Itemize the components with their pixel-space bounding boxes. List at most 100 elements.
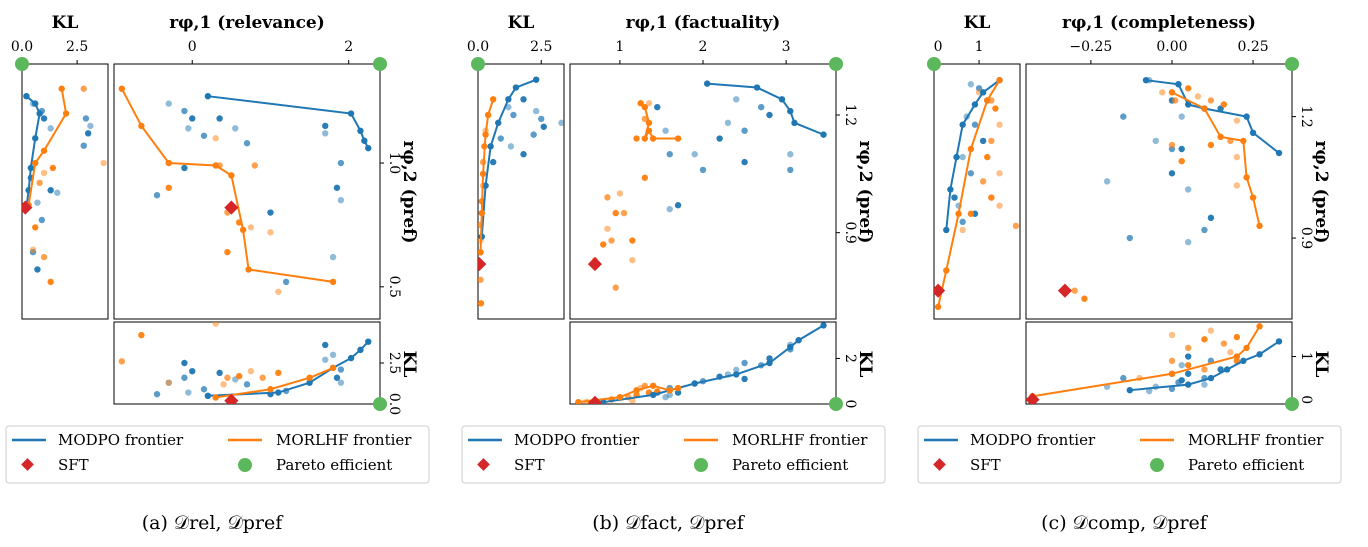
legend-modpo-label: MODPO frontier [58,431,184,449]
modpo-frontier-line-point [1126,386,1134,394]
modpo-point [189,115,196,122]
sft-marker [587,257,603,272]
modpo-point [674,389,682,396]
bottom-y-tick-label: 1 [1298,352,1314,361]
modpo-frontier-line-point [691,380,698,387]
modpo-frontier-line-point [753,84,761,91]
modpo-point [1207,214,1215,222]
morlhf-frontier-line-point [943,267,950,274]
legend-pareto-swatch [1150,458,1164,472]
modpo-point [216,115,223,122]
morlhf-point [1207,327,1215,334]
morlhf-frontier-line-point [934,303,942,311]
modpo-point [82,115,90,122]
morlhf-point [49,164,57,172]
main-y-tick-label: 0.9 [842,222,858,244]
modpo-point [766,355,773,362]
morlhf-point [138,331,145,339]
modpo-frontier-line-point [495,119,502,127]
frame-main [1025,63,1293,320]
modpo-point [532,107,540,115]
modpo-point [691,151,698,158]
morlhf-frontier-line-point [645,127,653,134]
legend-pareto-swatch [238,458,252,472]
modpo-point [507,143,515,150]
morlhf-frontier-line [937,79,1001,308]
modpo-point [662,127,669,134]
morlhf-point [600,241,607,248]
morlhf-point [275,288,282,295]
morlhf-point [224,374,231,381]
legend-pareto-label: Pareto efficient [276,456,392,474]
morlhf-point [984,153,991,161]
pareto-marker [471,57,485,71]
modpo-frontier-line-point [365,144,372,152]
morlhf-frontier-line-point [267,386,274,393]
side-x-tick-label: 2.5 [66,39,88,55]
panel-caption: (b) 𝒟fact, 𝒟pref [592,512,746,534]
modpo-point [540,123,547,130]
modpo-point [666,205,673,213]
legend-sft-swatch [21,458,34,471]
morlhf-point [1178,157,1185,165]
morlhf-point [1184,85,1192,92]
morlhf-point [996,121,1003,128]
modpo-point [674,202,682,209]
morlhf-point [267,229,274,236]
legend-pareto-label: Pareto efficient [732,456,848,474]
morlhf-frontier-line-point [306,374,313,381]
morlhf-frontier-line-point [239,226,247,234]
modpo-point [337,366,345,373]
morlhf-point [1227,349,1234,356]
morlhf-point [80,85,87,92]
morlhf-point [165,379,172,386]
modpo-point [654,103,661,111]
modpo-frontier-line-point [947,186,954,193]
main-x-tick-label: 0 [188,39,197,55]
modpo-point [181,359,188,367]
modpo-frontier-line-point [1142,76,1150,84]
modpo-point [189,368,196,375]
modpo-point [80,142,87,149]
morlhf-point [118,358,126,365]
side-kl-title: KL [964,13,991,33]
morlhf-frontier-line-point [967,145,975,153]
modpo-frontier-line-point [357,346,364,354]
main-x-title: rφ,1 (relevance) [169,13,325,33]
modpo-point [662,393,669,401]
modpo-frontier-line-point [23,92,30,100]
side-plot-area [934,76,1020,311]
modpo-point [34,266,41,273]
main-y-title: rφ,2 (pref) [399,140,419,243]
panel-b: KL rφ,1 (factuality) rφ,2 (pref) KL 0.0 2.5 1 2… [456,0,912,543]
morlhf-point [1233,182,1241,189]
modpo-point [34,199,41,206]
modpo-frontier-line-point [791,119,798,127]
modpo-point [40,115,48,122]
panel-a-svg: KL rφ,1 (relevance) rφ,2 (pref) KL 0.0 2.5 0 2 0… [5,13,430,534]
modpo-point [1184,370,1192,377]
bottom-y-tick-label: 2 [842,354,858,363]
frame-side [21,63,109,320]
modpo-frontier-line-point [357,127,364,135]
modpo-frontier-line [707,82,824,136]
sft-marker [1026,392,1040,404]
morlhf-point [1184,361,1192,369]
legend-box [461,425,886,484]
legend-sft-label: SFT [970,456,1001,474]
legend-modpo-label: MODPO frontier [514,431,640,449]
morlhf-point [959,226,966,234]
modpo-frontier-line-point [347,110,355,117]
sft-marker [587,395,603,404]
modpo-point [716,135,723,142]
bottom-kl-title: KL [1311,351,1331,378]
main-x-tick-label: 2 [699,39,708,55]
main-x-tick-label: 1 [615,39,624,55]
modpo-frontier-line-point [1249,129,1257,137]
morlhf-point [967,210,975,217]
modpo-point [181,164,188,172]
morlhf-point [29,246,37,253]
morlhf-frontier-line [1171,91,1261,227]
morlhf-frontier-line-point [666,387,673,394]
morlhf-frontier-line-point [641,135,649,142]
